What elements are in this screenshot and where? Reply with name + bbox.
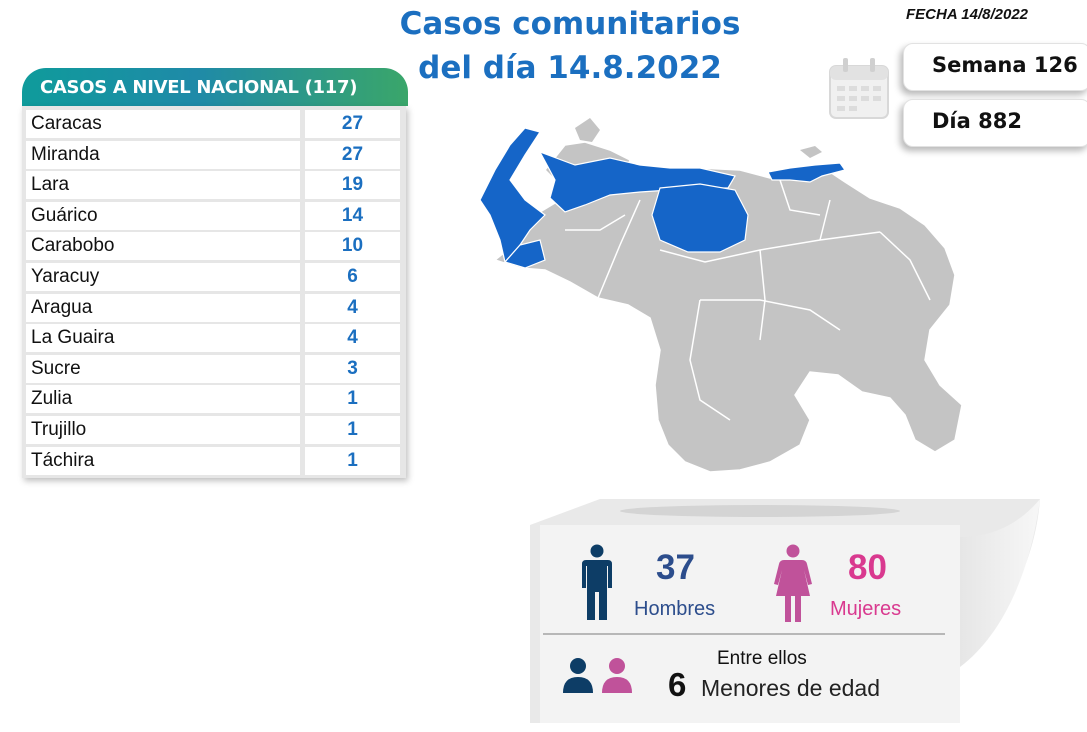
- day-label: Día 882: [932, 109, 1022, 133]
- table-row: Miranda 27: [26, 140, 404, 169]
- state-name: Trujillo: [26, 416, 300, 444]
- state-name: Caracas: [26, 110, 300, 138]
- table-row: Táchira 1: [26, 446, 404, 475]
- state-name: Carabobo: [26, 232, 300, 261]
- table-row: Yaracuy 6: [26, 263, 404, 291]
- man-icon: [582, 544, 612, 620]
- table-row: Lara 19: [26, 171, 404, 200]
- case-count: 27: [305, 110, 400, 138]
- table-row: Carabobo 10: [26, 232, 404, 261]
- case-count: 3: [305, 354, 400, 383]
- case-count: 4: [305, 324, 400, 353]
- women-label: Mujeres: [830, 598, 902, 620]
- kids-intro: Entre ellos: [717, 648, 807, 669]
- week-badge: Semana 126: [903, 43, 1087, 91]
- case-count: 1: [305, 446, 400, 475]
- state-name: Táchira: [26, 446, 300, 475]
- woman-icon: [774, 544, 812, 622]
- case-count: 19: [305, 171, 400, 200]
- stats-divider: [543, 633, 945, 635]
- case-count: 4: [305, 293, 400, 322]
- state-borders: [565, 179, 931, 421]
- kids-label: Menores de edad: [701, 675, 881, 701]
- state-name: Zulia: [26, 385, 300, 414]
- date-label: FECHA 14/8/2022: [906, 6, 1029, 23]
- kids-count: 6: [668, 666, 687, 703]
- table-row: Aragua 4: [26, 293, 404, 322]
- table-row: Trujillo 1: [26, 416, 404, 444]
- table-row: Zulia 1: [26, 385, 404, 414]
- week-label: Semana 126: [932, 53, 1078, 77]
- state-name: Sucre: [26, 354, 300, 383]
- page-title: Casos comunitarios del día 14.8.2022: [380, 2, 760, 90]
- case-count: 27: [305, 140, 400, 169]
- calendar-icon: [829, 58, 889, 119]
- table-row: La Guaira 4: [26, 324, 404, 353]
- title-line-2: del día 14.8.2022: [418, 50, 722, 86]
- state-name: Lara: [26, 171, 300, 200]
- table-row: Caracas 27: [26, 110, 404, 138]
- national-cases-table: CASOS A NIVEL NACIONAL (117) Caracas 27 …: [22, 68, 410, 480]
- case-count: 14: [305, 201, 400, 230]
- country-outline: [493, 167, 963, 473]
- child-girl-icon: [602, 658, 632, 693]
- venezuela-map: [479, 118, 963, 473]
- state-sucre: [767, 162, 846, 183]
- case-count: 6: [305, 263, 400, 291]
- table-row: Guárico 14: [26, 201, 404, 230]
- state-name: Miranda: [26, 140, 300, 169]
- case-count: 1: [305, 385, 400, 414]
- men-count: 37: [656, 548, 695, 587]
- state-name: Yaracuy: [26, 263, 300, 291]
- state-guarico: [651, 183, 749, 253]
- paraguana: [575, 118, 600, 142]
- state-name: Guárico: [26, 201, 300, 230]
- table-body: Caracas 27 Miranda 27 Lara 19 Guárico 14…: [22, 106, 406, 478]
- women-count: 80: [848, 548, 887, 587]
- state-name: La Guaira: [26, 324, 300, 353]
- state-tachira: [503, 239, 546, 269]
- case-count: 1: [305, 416, 400, 444]
- table-header: CASOS A NIVEL NACIONAL (117): [22, 68, 408, 106]
- state-name: Aragua: [26, 293, 300, 322]
- margarita-island: [800, 146, 822, 158]
- child-boy-icon: [563, 658, 593, 693]
- day-badge: Día 882: [903, 99, 1087, 147]
- table-header-label: CASOS A NIVEL NACIONAL (117): [40, 77, 358, 98]
- title-line-1: Casos comunitarios: [399, 6, 741, 42]
- table-row: Sucre 3: [26, 354, 404, 383]
- men-label: Hombres: [634, 598, 716, 620]
- case-count: 10: [305, 232, 400, 261]
